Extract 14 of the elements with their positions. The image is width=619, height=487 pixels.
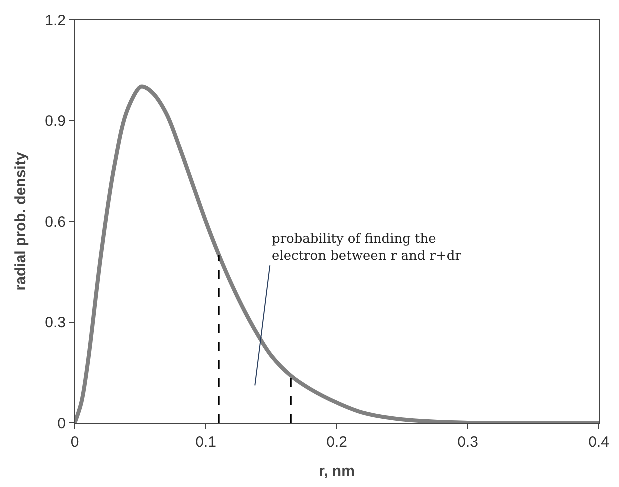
x-tick-label: 0.4: [588, 434, 610, 451]
annotation: probability of finding the electron between r and r+dr: [272, 232, 462, 264]
y-tick-label: 0.9: [45, 113, 66, 130]
x-tick-label: 0.1: [196, 434, 216, 451]
x-tick-label: 0.2: [326, 434, 348, 451]
y-tick-label: 0: [58, 415, 66, 432]
y-tick-label: 0.6: [45, 214, 66, 231]
x-tick-label: 0: [70, 434, 80, 451]
y-tick-label: 1.2: [45, 12, 66, 30]
y-tick-label: 0.3: [45, 314, 66, 332]
y-axis-title: radial prob. density: [12, 152, 30, 291]
x-axis-title: r, nm: [319, 463, 355, 480]
x-tick-label: 0.3: [458, 434, 478, 451]
line-series: [75, 84, 599, 423]
